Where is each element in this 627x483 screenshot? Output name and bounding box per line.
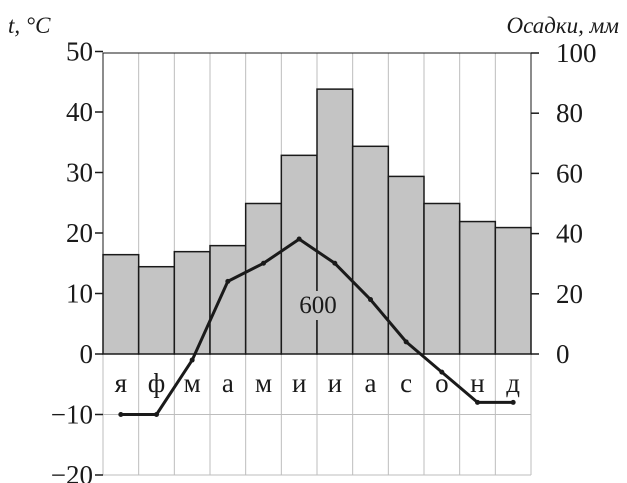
left-tick-label: 30 [66, 158, 93, 188]
right-tick-label: 20 [556, 279, 583, 309]
precipitation-bar [494, 226, 532, 355]
temperature-point [368, 297, 373, 303]
precipitation-bar [137, 265, 176, 355]
left-tick-label: −10 [51, 400, 93, 430]
right-axis-title: Осадки, мм [507, 13, 620, 38]
precipitation-bar [173, 250, 211, 355]
plot-area-frame [102, 52, 532, 355]
right-tick-label: 100 [556, 38, 597, 68]
month-label: д [506, 368, 520, 398]
left-tick-label: 0 [80, 339, 94, 369]
temperature-point [439, 369, 445, 375]
month-label: н [470, 368, 484, 398]
precipitation-bar [387, 175, 425, 355]
month-label: я [115, 368, 127, 398]
temperature-point [154, 412, 159, 417]
precipitation-bar [209, 244, 247, 355]
precipitation-bar [351, 145, 390, 355]
month-label: с [400, 368, 412, 398]
temperature-point [403, 339, 409, 345]
month-label: м [255, 368, 272, 398]
precipitation-bars [102, 88, 532, 355]
right-tick-label: 60 [556, 158, 583, 188]
temperature-point [510, 399, 516, 405]
month-label: и [328, 368, 342, 398]
precipitation-bar [244, 202, 283, 355]
temperature-point [475, 399, 480, 405]
left-tick-label: 20 [66, 218, 93, 248]
left-tick-label: −20 [51, 460, 93, 483]
left-axis-title: t, °C [8, 13, 51, 38]
temperature-line [120, 237, 514, 416]
month-label: а [222, 368, 234, 398]
month-label: а [365, 368, 377, 398]
right-tick-label: 0 [556, 339, 570, 369]
right-tick-label: 40 [556, 219, 583, 249]
annual-label-background [296, 291, 340, 320]
temperature-point [189, 357, 195, 363]
precipitation-bar [280, 154, 318, 355]
temperature-markers [118, 236, 516, 417]
temperature-point [296, 236, 302, 242]
month-label: м [184, 368, 201, 398]
annual-precipitation-label: 600 [299, 292, 337, 319]
precipitation-bar [102, 253, 140, 355]
temperature-point [261, 260, 266, 266]
left-tick-label: 50 [66, 37, 93, 67]
month-label: и [292, 368, 306, 398]
temperature-point [332, 260, 338, 266]
temperature-point [225, 278, 231, 284]
left-tick-label: 10 [66, 279, 93, 309]
precipitation-bar [458, 220, 497, 355]
left-tick-label: 40 [66, 97, 93, 127]
precipitation-bar [423, 202, 461, 355]
month-label: ф [148, 368, 166, 398]
right-tick-label: 80 [556, 98, 583, 128]
temperature-point [118, 412, 124, 417]
